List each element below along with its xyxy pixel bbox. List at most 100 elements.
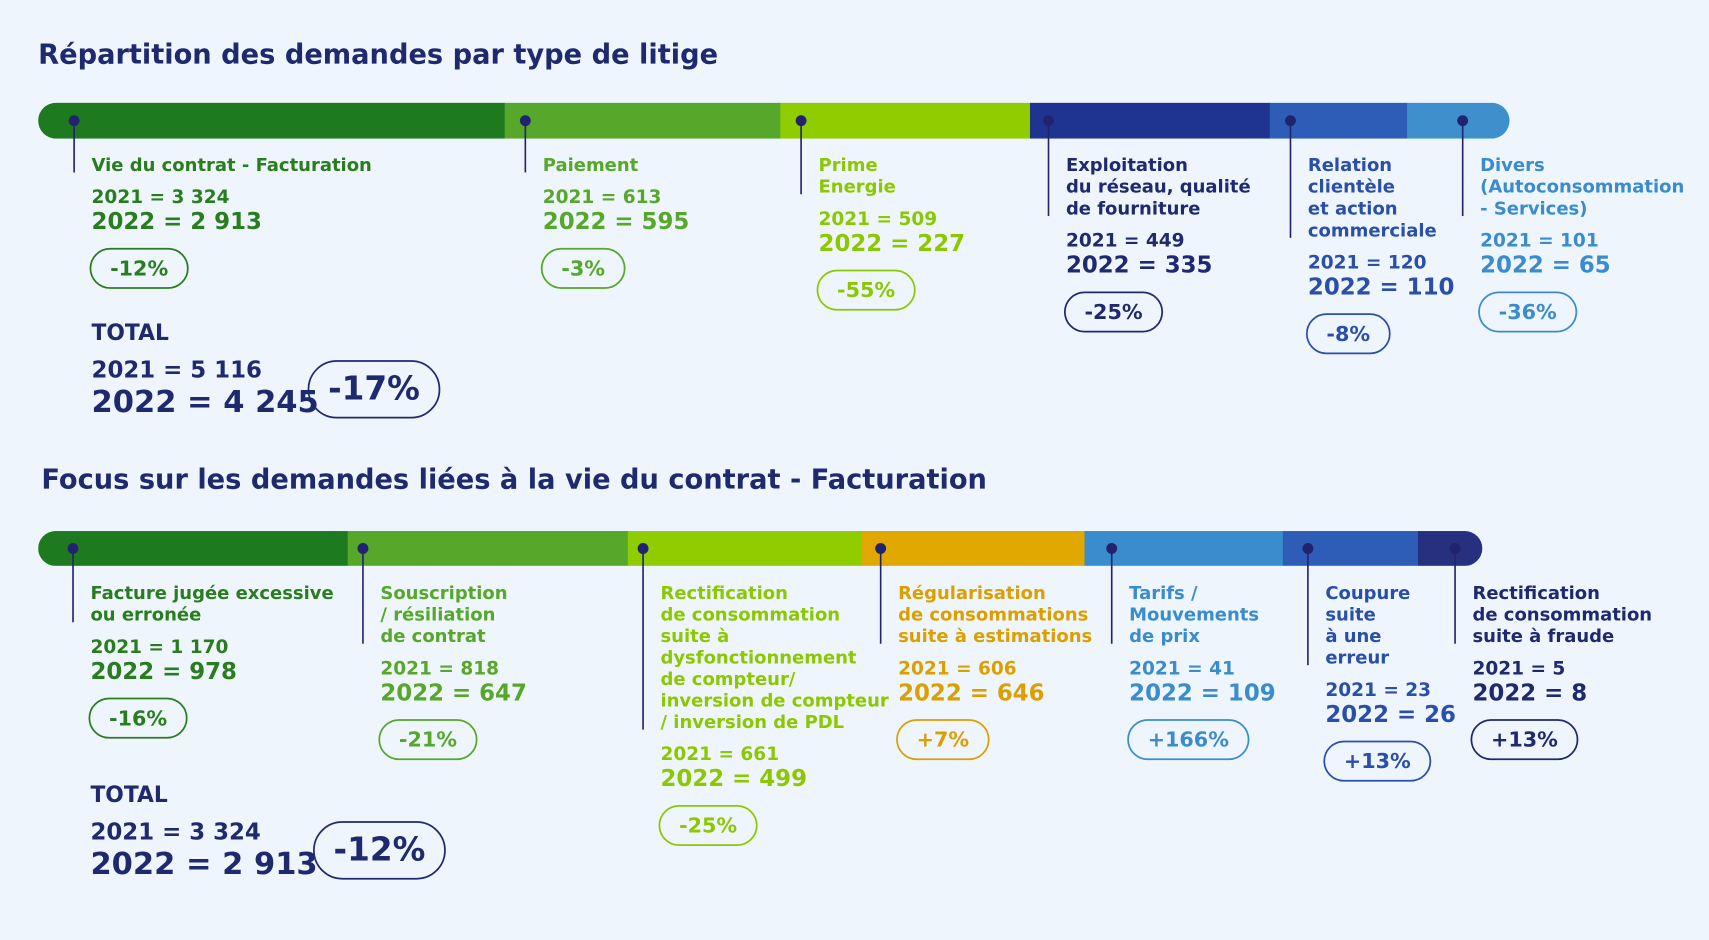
value-2021: 2021 = 5	[1472, 658, 1565, 679]
total-label: TOTAL	[92, 321, 169, 346]
item-label: / résiliation	[380, 605, 495, 626]
pin-dot	[1449, 543, 1461, 554]
item-label: Vie du contrat - Facturation	[92, 155, 372, 176]
value-2021: 2021 = 509	[819, 209, 938, 230]
section-title: Répartition des demandes par type de lit…	[38, 39, 718, 70]
value-2022: 2022 = 646	[898, 680, 1045, 706]
change-pill	[896, 719, 990, 761]
value-2021: 2021 = 613	[543, 187, 662, 208]
item-label: Régularisation	[898, 583, 1046, 604]
item-label: suite à fraude	[1472, 626, 1614, 647]
change-label: -17%	[328, 369, 420, 407]
change-pill	[540, 247, 626, 289]
value-2022: 2022 = 227	[819, 231, 966, 257]
change-pill	[307, 360, 441, 419]
change-label: +166%	[1148, 728, 1230, 752]
item-label: erreur	[1325, 648, 1389, 669]
change-pill	[88, 697, 188, 739]
item-label: de consommations	[898, 605, 1088, 626]
bar-segment	[38, 531, 349, 566]
value-2021: 2021 = 23	[1325, 680, 1431, 701]
value-2021: 2021 = 661	[660, 744, 779, 765]
change-label: -25%	[679, 814, 737, 838]
value-2022: 2022 = 109	[1129, 680, 1276, 706]
pin-dot	[1043, 115, 1054, 127]
item-label: suite	[1325, 605, 1375, 626]
value-2021: 2021 = 1 170	[90, 637, 228, 658]
pin-dot	[875, 543, 887, 554]
pin-dot	[795, 115, 807, 127]
item-label: - Services)	[1480, 199, 1587, 220]
value-2022: 2022 = 110	[1308, 274, 1455, 300]
item-label: de prix	[1129, 626, 1200, 647]
change-pill	[1063, 291, 1164, 333]
value-2021: 2021 = 3 324	[92, 187, 230, 208]
pin-dot	[357, 543, 369, 554]
change-label: -3%	[561, 256, 605, 280]
item-label: Divers	[1480, 155, 1545, 176]
change-label: -55%	[837, 278, 895, 302]
item-label: Energie	[819, 177, 896, 198]
item-label: Rectification	[660, 583, 787, 604]
bar-segment	[1029, 102, 1271, 139]
item-label: Paiement	[543, 155, 639, 176]
change-label: -16%	[109, 706, 167, 730]
bar-segment	[780, 102, 1031, 139]
item-label: ou erronée	[90, 605, 201, 626]
total-label: TOTAL	[90, 783, 167, 808]
change-label: -36%	[1499, 300, 1557, 324]
item-label: commerciale	[1308, 220, 1437, 241]
total-2022: 2022 = 2 913	[90, 847, 317, 882]
change-label: -12%	[334, 830, 426, 868]
value-2022: 2022 = 499	[660, 766, 807, 792]
item-label: de consommation	[1472, 605, 1652, 626]
pin-dot	[519, 115, 531, 127]
bar-segment	[1084, 531, 1284, 566]
change-pill	[1127, 719, 1250, 761]
pin-dot	[1302, 543, 1314, 554]
pin-dot	[637, 543, 649, 554]
item-label: de consommation	[660, 605, 840, 626]
total-2021: 2021 = 3 324	[90, 819, 260, 845]
bar-segment	[504, 102, 781, 139]
pin-dot	[1285, 115, 1296, 127]
value-2021: 2021 = 41	[1129, 658, 1235, 679]
change-pill	[1478, 291, 1578, 333]
item-label: de compteur/	[660, 669, 795, 690]
pin-dot	[67, 543, 79, 554]
item-label: suite à	[660, 626, 729, 647]
change-pill	[1470, 719, 1579, 761]
total-2022: 2022 = 4 245	[92, 385, 319, 420]
item-label: Mouvements	[1129, 605, 1259, 626]
item-label: du réseau, qualité	[1066, 177, 1251, 198]
value-2022: 2022 = 978	[90, 659, 237, 685]
change-pill	[313, 821, 446, 880]
change-pill	[816, 269, 916, 311]
item-label: clientèle	[1308, 177, 1395, 198]
item-label: à une	[1325, 626, 1381, 647]
item-label: Exploitation	[1066, 155, 1188, 176]
value-2022: 2022 = 8	[1472, 680, 1587, 706]
pin-dot	[1106, 543, 1118, 554]
item-label: de fourniture	[1066, 199, 1201, 220]
change-label: +13%	[1491, 728, 1558, 752]
bar-segment	[347, 531, 629, 566]
item-label: et action	[1308, 199, 1398, 220]
value-2022: 2022 = 26	[1325, 702, 1456, 728]
change-pill	[89, 247, 189, 289]
change-pill	[378, 719, 478, 761]
item-label: Coupure	[1325, 583, 1410, 604]
item-label: dysfonctionnement	[660, 648, 856, 669]
change-label: -12%	[110, 256, 168, 280]
change-label: -8%	[1326, 322, 1370, 346]
bar-segment	[627, 531, 863, 566]
item-label: Facture jugée excessive	[90, 583, 333, 604]
value-2022: 2022 = 647	[380, 680, 527, 706]
change-pill	[1323, 740, 1432, 782]
item-label: / inversion de PDL	[660, 712, 844, 733]
pin-dot	[1457, 115, 1469, 127]
change-pill	[1305, 313, 1391, 355]
item-label: (Autoconsommation	[1480, 177, 1684, 198]
